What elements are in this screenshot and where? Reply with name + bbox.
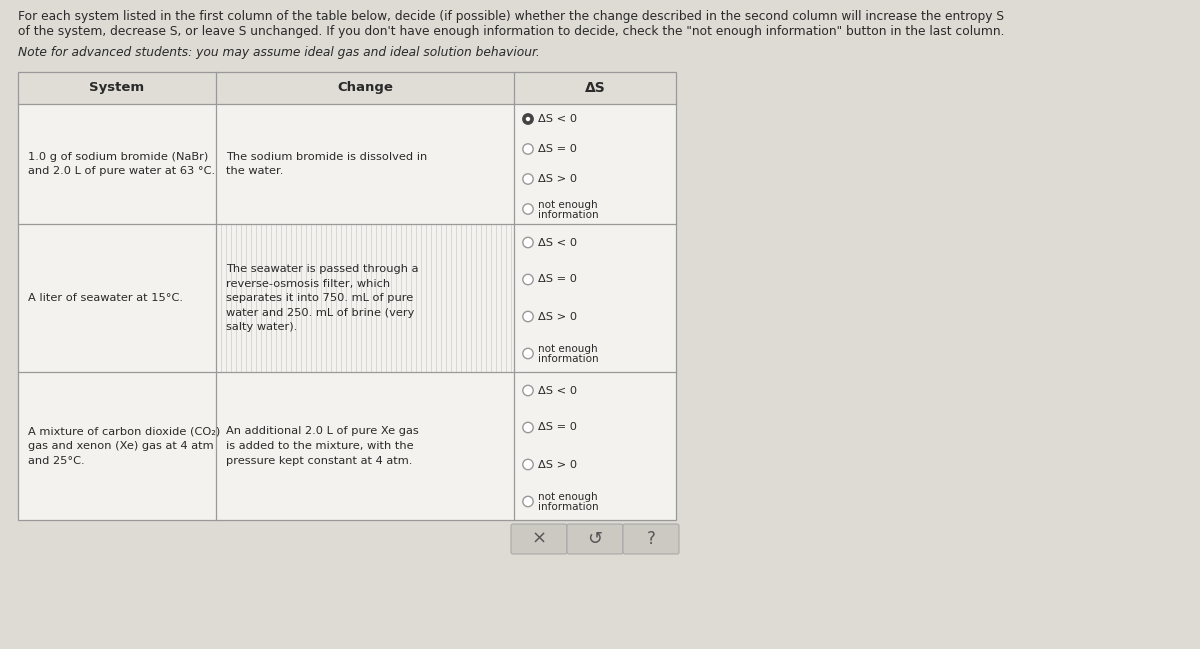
Text: water and 250. mL of brine (very: water and 250. mL of brine (very [226, 308, 414, 317]
Text: gas and xenon (Xe) gas at 4 atm: gas and xenon (Xe) gas at 4 atm [28, 441, 214, 451]
Text: information: information [538, 502, 599, 512]
Circle shape [523, 349, 533, 359]
Text: ×: × [532, 530, 546, 548]
Text: ΔS > 0: ΔS > 0 [538, 174, 577, 184]
Text: A liter of seawater at 15°C.: A liter of seawater at 15°C. [28, 293, 182, 303]
Text: ΔS > 0: ΔS > 0 [538, 312, 577, 321]
Text: System: System [90, 82, 144, 95]
Text: 1.0 g of sodium bromide (NaBr): 1.0 g of sodium bromide (NaBr) [28, 152, 209, 162]
Text: salty water).: salty water). [226, 322, 298, 332]
Circle shape [523, 386, 533, 396]
Text: information: information [538, 354, 599, 364]
Circle shape [523, 312, 533, 322]
Text: the water.: the water. [226, 166, 283, 177]
FancyBboxPatch shape [568, 524, 623, 554]
Text: and 25°C.: and 25°C. [28, 456, 85, 465]
FancyBboxPatch shape [623, 524, 679, 554]
Text: ΔS < 0: ΔS < 0 [538, 386, 577, 395]
FancyBboxPatch shape [511, 524, 568, 554]
Text: ΔS: ΔS [584, 81, 605, 95]
Text: ΔS > 0: ΔS > 0 [538, 459, 577, 469]
Text: of the system, decrease S, or leave S unchanged. If you don't have enough inform: of the system, decrease S, or leave S un… [18, 25, 1004, 38]
Text: reverse-osmosis filter, which: reverse-osmosis filter, which [226, 278, 390, 289]
Circle shape [523, 204, 533, 214]
Text: separates it into 750. mL of pure: separates it into 750. mL of pure [226, 293, 413, 303]
Text: ΔS = 0: ΔS = 0 [538, 275, 577, 284]
Text: information: information [538, 210, 599, 219]
Circle shape [523, 144, 533, 154]
Circle shape [523, 459, 533, 470]
Text: An additional 2.0 L of pure Xe gas: An additional 2.0 L of pure Xe gas [226, 426, 419, 437]
Text: ?: ? [647, 530, 655, 548]
Circle shape [523, 114, 533, 124]
Text: Note for advanced students: you may assume ideal gas and ideal solution behaviou: Note for advanced students: you may assu… [18, 46, 540, 59]
Text: A mixture of carbon dioxide (CO₂): A mixture of carbon dioxide (CO₂) [28, 426, 221, 437]
Circle shape [526, 117, 530, 121]
Text: is added to the mixture, with the: is added to the mixture, with the [226, 441, 414, 451]
Text: not enough: not enough [538, 344, 598, 354]
Text: and 2.0 L of pure water at 63 °C.: and 2.0 L of pure water at 63 °C. [28, 166, 215, 177]
Circle shape [523, 496, 533, 507]
Text: ΔS < 0: ΔS < 0 [538, 238, 577, 247]
Circle shape [523, 422, 533, 433]
Bar [18, 72, 676, 520]
Text: not enough: not enough [538, 492, 598, 502]
Bar [18, 72, 676, 104]
Text: not enough: not enough [538, 199, 598, 210]
Text: ΔS = 0: ΔS = 0 [538, 144, 577, 154]
Circle shape [523, 174, 533, 184]
Text: The sodium bromide is dissolved in: The sodium bromide is dissolved in [226, 152, 427, 162]
Text: ΔS < 0: ΔS < 0 [538, 114, 577, 124]
Text: ↺: ↺ [588, 530, 602, 548]
Text: For each system listed in the first column of the table below, decide (if possib: For each system listed in the first colu… [18, 10, 1004, 23]
Text: pressure kept constant at 4 atm.: pressure kept constant at 4 atm. [226, 456, 413, 465]
Circle shape [523, 275, 533, 285]
Bar [18, 72, 676, 520]
Text: ΔS = 0: ΔS = 0 [538, 422, 577, 432]
Circle shape [523, 238, 533, 248]
Text: The seawater is passed through a: The seawater is passed through a [226, 264, 419, 274]
Text: Change: Change [337, 82, 392, 95]
